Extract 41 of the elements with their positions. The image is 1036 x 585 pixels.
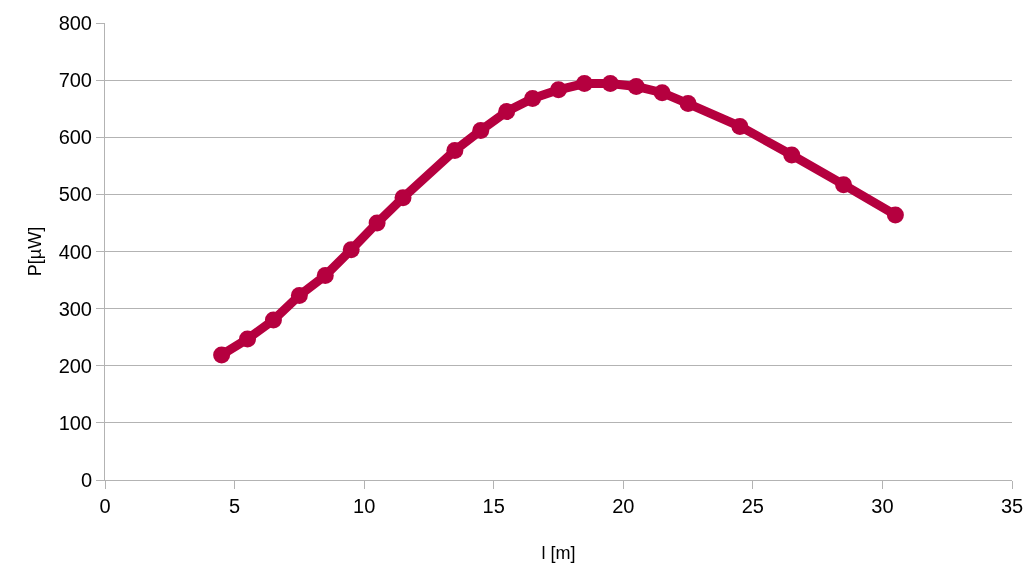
point — [446, 141, 464, 159]
point — [213, 346, 231, 364]
point — [264, 311, 282, 329]
y-tick-label: 800 — [58, 12, 92, 34]
point — [601, 75, 619, 93]
x-axis-title: l [m] — [541, 543, 576, 564]
point — [627, 77, 645, 95]
point — [498, 103, 516, 121]
x-tick-label: 20 — [612, 495, 635, 517]
point — [653, 84, 671, 102]
point — [679, 95, 697, 113]
y-tick-label: 400 — [58, 240, 92, 263]
point — [316, 266, 334, 284]
point — [472, 121, 490, 139]
x-tick-label: 10 — [353, 495, 376, 517]
x-tick-label: 30 — [871, 495, 894, 517]
point — [575, 75, 593, 93]
point — [731, 117, 749, 135]
y-tick-label: 200 — [58, 354, 92, 377]
y-tick-label: 100 — [58, 411, 92, 434]
y-tick-label: 500 — [58, 183, 92, 206]
point — [835, 176, 853, 194]
y-tick-label: 700 — [58, 69, 92, 92]
point — [886, 206, 904, 224]
point — [368, 214, 386, 232]
x-tick-label: 5 — [229, 495, 241, 517]
x-tick-label: 15 — [482, 495, 505, 517]
x-tick-label: 0 — [99, 495, 111, 517]
point — [290, 286, 308, 304]
point — [524, 89, 542, 107]
point — [342, 241, 360, 259]
point — [550, 81, 567, 99]
y-tick-label: 0 — [80, 469, 92, 491]
point — [239, 330, 257, 348]
x-tick-label: 35 — [1000, 495, 1024, 517]
y-tick-label: 600 — [58, 126, 92, 149]
y-axis-title: P[µW] — [24, 226, 45, 277]
y-tick-label: 300 — [58, 297, 92, 320]
point — [394, 189, 412, 207]
point — [783, 146, 801, 164]
x-tick-label: 25 — [741, 495, 764, 517]
